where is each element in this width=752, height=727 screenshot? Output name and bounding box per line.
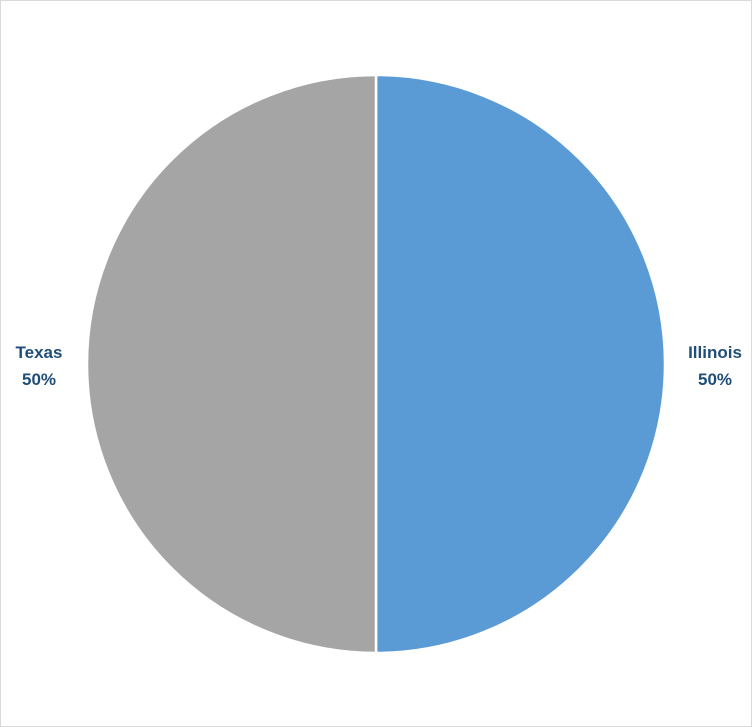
pie-slice-illinois	[374, 73, 667, 655]
data-label-texas-percent: 50%	[21, 370, 57, 389]
data-label-texas: Texas 50%	[0, 339, 79, 393]
data-label-illinois: Illinois 50%	[675, 339, 752, 393]
pie-slice-texas	[85, 73, 378, 655]
data-label-illinois-percent: 50%	[697, 370, 733, 389]
data-label-illinois-name: Illinois	[688, 343, 742, 362]
data-label-texas-name: Texas	[15, 343, 63, 362]
